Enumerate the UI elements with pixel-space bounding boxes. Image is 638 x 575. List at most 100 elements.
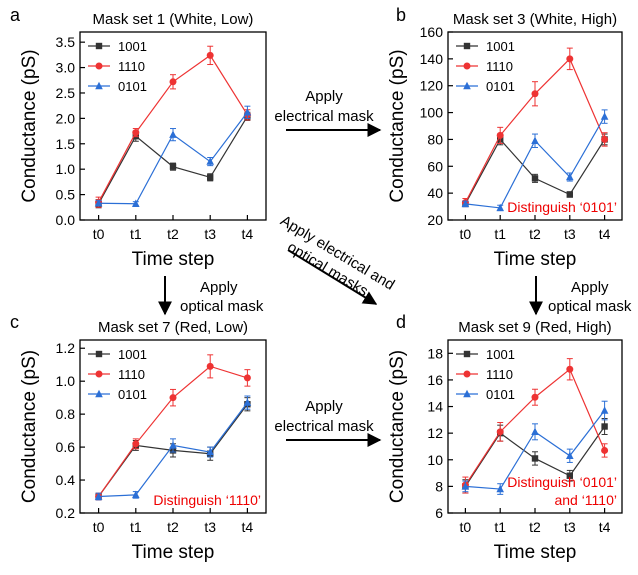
chart-annotation: Distinguish ‘0101’ — [507, 199, 617, 215]
data-point — [531, 427, 539, 436]
x-tick-label: t3 — [204, 226, 216, 242]
data-point — [566, 191, 573, 198]
data-point — [496, 131, 504, 139]
chart-title: Mask set 3 (White, High) — [453, 11, 617, 28]
data-point — [566, 365, 574, 373]
x-tick-label: t0 — [460, 519, 472, 535]
y-tick-label: 0.6 — [56, 439, 76, 455]
legend-label: 0101 — [486, 79, 515, 94]
y-tick-label: 0.4 — [56, 472, 76, 488]
legend-label: 1110 — [118, 367, 145, 382]
data-point — [243, 374, 251, 382]
legend-marker — [463, 350, 471, 358]
legend: 1001 1110 0101 — [88, 39, 147, 94]
chart-panel-d: Mask set 9 (Red, High) 6 8 10 12 14 16 18 t0 t1 t2… — [387, 319, 623, 563]
x-tick-label: t2 — [529, 226, 541, 242]
y-tick-label: 18 — [427, 345, 443, 361]
data-point — [531, 393, 539, 401]
y-tick-label: 16 — [427, 372, 443, 388]
series-0101 — [94, 395, 252, 501]
y-tick-label: 0.8 — [56, 406, 76, 422]
data-point — [207, 174, 214, 181]
legend-label: 0101 — [486, 387, 515, 402]
x-tick-label: t0 — [460, 226, 472, 242]
legend-marker — [463, 81, 471, 90]
y-tick-label: 10 — [427, 452, 443, 468]
y-axis-label: Conductance (pS) — [19, 350, 40, 503]
x-tick-label: t2 — [167, 226, 179, 242]
y-tick-label: 140 — [420, 51, 444, 67]
legend-marker — [95, 42, 103, 50]
legend: 1001 1110 0101 — [88, 347, 147, 402]
data-point — [531, 455, 539, 462]
y-tick-label: 1.0 — [56, 161, 76, 177]
x-tick-label: t0 — [93, 226, 105, 242]
legend-marker — [95, 81, 103, 90]
data-point — [566, 172, 574, 181]
data-point — [531, 90, 539, 98]
legend-label: 1001 — [486, 347, 515, 362]
data-point — [132, 440, 140, 448]
plot-frame — [79, 31, 267, 221]
data-point — [243, 108, 252, 116]
y-tick-label: 40 — [427, 185, 443, 201]
x-tick-label: t4 — [242, 226, 254, 242]
data-point — [132, 490, 140, 499]
x-axis-label: Time step — [494, 249, 577, 270]
data-point — [496, 428, 504, 436]
data-point — [461, 199, 470, 208]
x-tick-label: t1 — [494, 519, 506, 535]
legend: 1001 1110 0101 — [456, 347, 515, 402]
legend-label: 1110 — [118, 59, 145, 74]
x-tick-label: t0 — [93, 519, 105, 535]
x-tick-label: t2 — [529, 519, 541, 535]
panel-letter: b — [396, 5, 406, 25]
data-point — [243, 398, 252, 406]
arrow-right-line1: Apply — [571, 279, 609, 296]
legend-label: 1001 — [486, 39, 515, 54]
plot-frame — [79, 339, 267, 514]
data-point — [566, 55, 574, 63]
y-tick-label: 1.5 — [56, 136, 76, 152]
data-point — [601, 423, 608, 430]
x-tick-label: t2 — [167, 519, 179, 535]
chart-annotation: Distinguish ‘1110’ — [153, 492, 261, 508]
y-tick-label: 160 — [420, 24, 444, 40]
data-point — [566, 451, 574, 459]
series-0101 — [461, 109, 609, 212]
x-axis-label: Time step — [132, 249, 215, 270]
data-point — [132, 199, 140, 207]
chart-annotation: Distinguish ‘0101’ — [507, 474, 617, 490]
legend: 1001 1110 0101 — [456, 39, 515, 94]
y-tick-label: 12 — [427, 425, 443, 441]
chart-panel-a: Mask set 1 (White, Low) 0.0 0.5 1.0 1.5 2.0 2.… — [19, 11, 267, 270]
arrow-bottom-electrical: Apply electrical mask — [274, 398, 382, 447]
data-point — [206, 157, 214, 165]
panel-letter: d — [396, 312, 406, 332]
legend-marker — [95, 389, 103, 398]
legend-marker — [95, 62, 103, 70]
panel-letter: c — [10, 312, 19, 332]
panel-letter: a — [10, 5, 21, 25]
y-axis-label: Conductance (pS) — [19, 49, 40, 202]
data-point — [169, 394, 177, 402]
arrow-bottom-line2: electrical mask — [274, 418, 374, 435]
data-point — [169, 130, 177, 138]
y-tick-label: 20 — [427, 212, 443, 228]
chart-annotation: and ‘1110’ — [554, 492, 617, 508]
arrow-diagonal-shaft — [287, 249, 378, 305]
data-point — [169, 78, 177, 86]
x-tick-label: t4 — [599, 519, 611, 535]
x-tick-label: t4 — [242, 519, 254, 535]
y-axis-label: Conductance (pS) — [387, 49, 408, 202]
legend-label: 0101 — [118, 387, 147, 402]
y-tick-label: 14 — [427, 399, 443, 415]
x-tick-label: t3 — [204, 519, 216, 535]
data-point — [206, 447, 214, 456]
data-point — [206, 362, 214, 370]
x-tick-label: t1 — [130, 226, 142, 242]
legend-label: 1001 — [118, 39, 147, 54]
plot-frame — [447, 31, 623, 221]
data-point — [169, 441, 177, 449]
arrow-diagonal-combined: Apply electrical and optical masks — [277, 212, 398, 305]
